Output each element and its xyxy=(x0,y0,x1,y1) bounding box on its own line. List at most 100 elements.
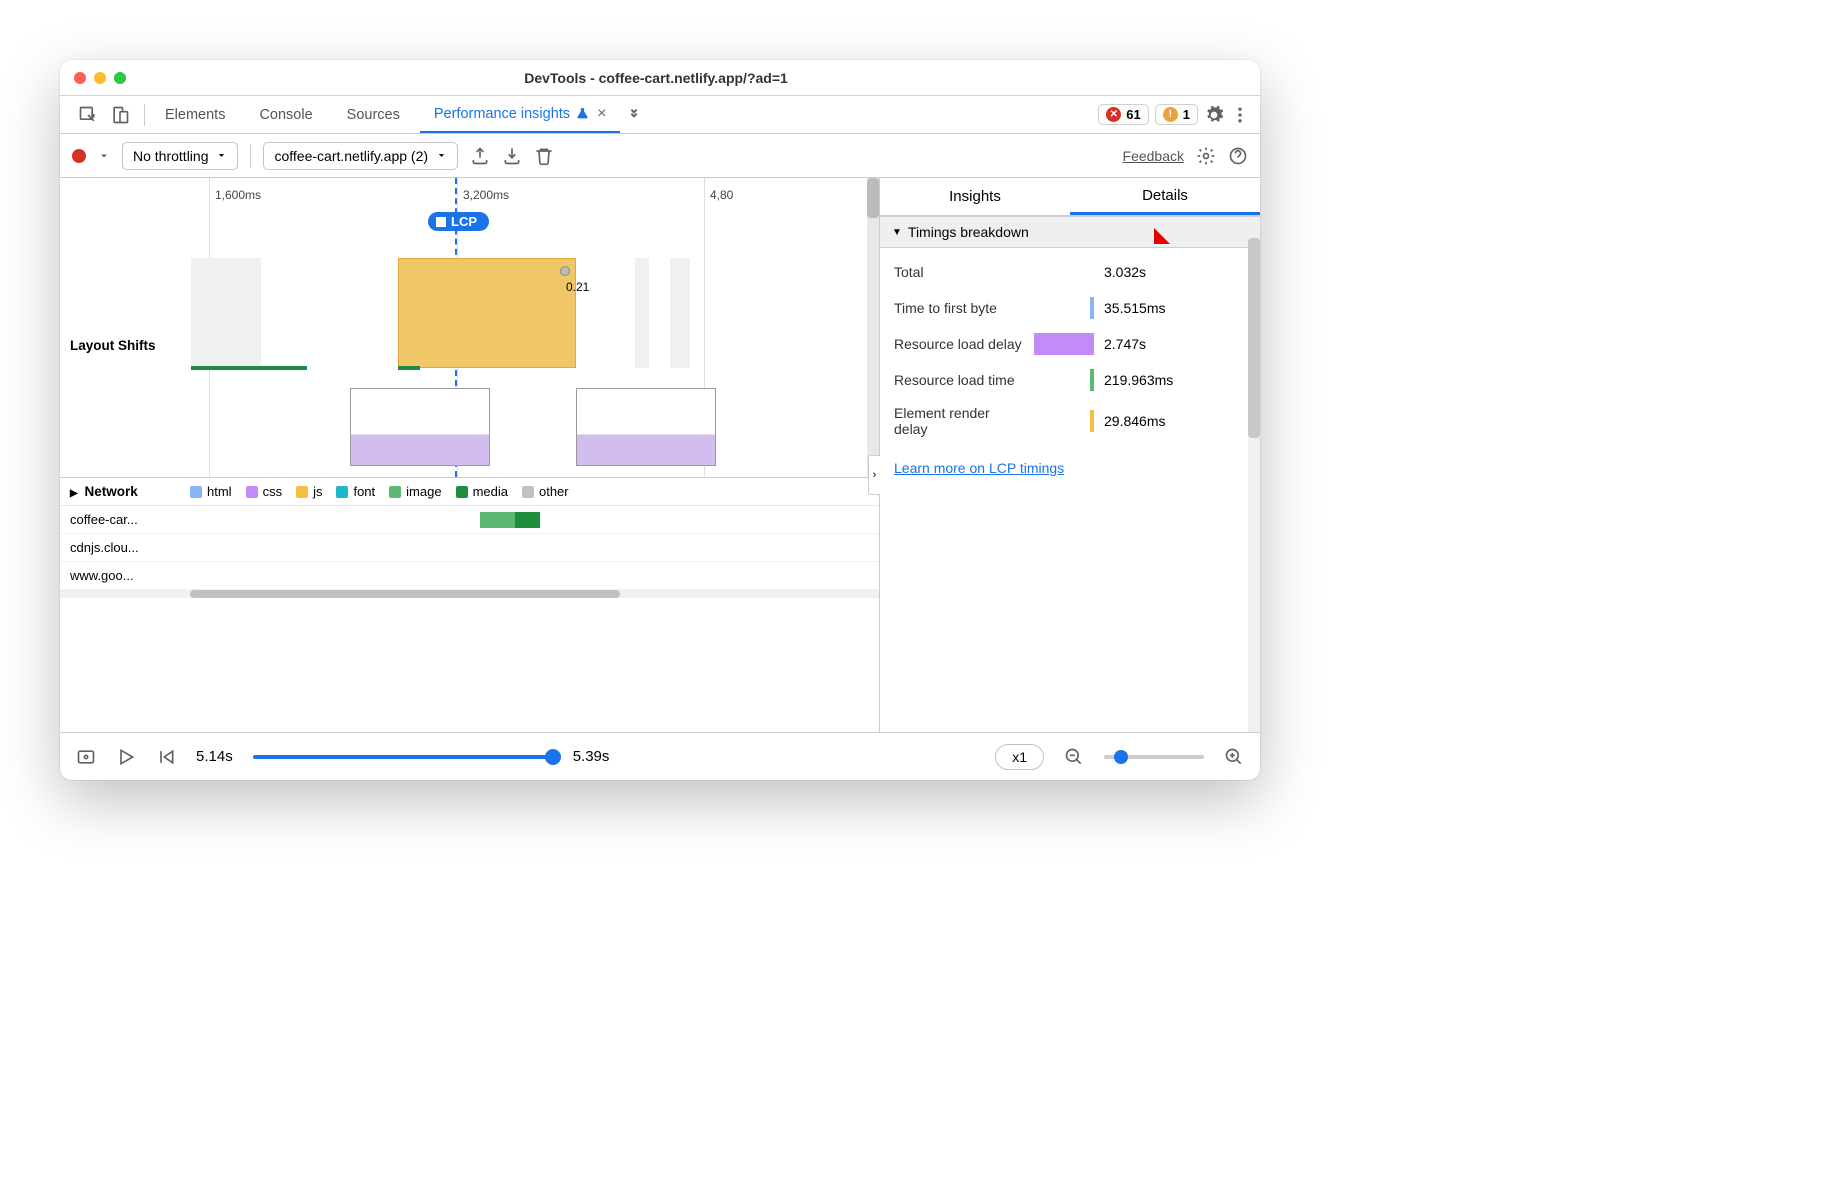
section-title: Timings breakdown xyxy=(908,224,1029,240)
tab-insights[interactable]: Insights xyxy=(880,178,1070,215)
metric-bar xyxy=(1034,410,1094,432)
traffic-lights xyxy=(74,72,126,84)
metric-value: 35.515ms xyxy=(1104,300,1165,316)
timeline-block[interactable] xyxy=(398,258,576,368)
speed-pill[interactable]: x1 xyxy=(995,744,1044,770)
metric-label: Resource load delay xyxy=(894,336,1024,352)
error-count: 61 xyxy=(1126,107,1140,122)
zoom-out-icon[interactable] xyxy=(1064,747,1084,767)
expand-icon: ▶ xyxy=(70,488,78,499)
metrics-list: Total3.032s Time to first byte 35.515ms Res… xyxy=(880,248,1260,450)
collapse-pane-button[interactable]: › xyxy=(868,455,880,495)
metric-value: 2.747s xyxy=(1104,336,1146,352)
more-tabs-icon[interactable] xyxy=(626,105,642,125)
kebab-menu-icon[interactable] xyxy=(1230,105,1250,125)
horizontal-scrollbar[interactable] xyxy=(60,590,879,598)
cls-value: 0.21 xyxy=(566,280,589,294)
metric-label: Time to first byte xyxy=(894,300,1024,316)
record-dropdown-icon[interactable] xyxy=(98,146,110,166)
tab-elements[interactable]: Elements xyxy=(151,96,239,133)
window-title: DevTools - coffee-cart.netlify.app/?ad=1 xyxy=(126,70,1186,86)
warning-badge[interactable]: ! 1 xyxy=(1155,104,1198,125)
screenshot-thumb[interactable] xyxy=(576,388,716,466)
details-vscroll[interactable] xyxy=(1248,238,1260,732)
metric-label: Element render delay xyxy=(894,405,1024,437)
error-icon: ✕ xyxy=(1106,107,1121,122)
metric-row: Element render delay 29.846ms xyxy=(880,398,1260,444)
end-time: 5.39s xyxy=(573,748,610,765)
metric-value: 219.963ms xyxy=(1104,372,1173,388)
stop-icon xyxy=(436,217,446,227)
metric-row: Resource load time219.963ms xyxy=(880,362,1260,398)
details-tabs: Insights Details xyxy=(880,178,1260,216)
tab-console[interactable]: Console xyxy=(245,96,326,133)
screenshot-thumb[interactable] xyxy=(350,388,490,466)
maximize-window-button[interactable] xyxy=(114,72,126,84)
lcp-marker[interactable]: LCP xyxy=(428,212,489,231)
titlebar: DevTools - coffee-cart.netlify.app/?ad=1 xyxy=(60,60,1260,96)
zoom-in-icon[interactable] xyxy=(1224,747,1244,767)
metric-value: 29.846ms xyxy=(1104,413,1165,429)
metric-row: Resource load delay 2.747s xyxy=(880,326,1260,362)
legend-item: image xyxy=(389,484,441,499)
timeline-slider[interactable] xyxy=(253,755,553,759)
preview-icon[interactable] xyxy=(76,747,96,767)
network-row[interactable]: coffee-car... xyxy=(60,506,879,534)
inspect-icon[interactable] xyxy=(78,105,98,125)
tab-sources[interactable]: Sources xyxy=(333,96,414,133)
close-window-button[interactable] xyxy=(74,72,86,84)
delete-icon[interactable] xyxy=(534,146,554,166)
throttling-select[interactable]: No throttling xyxy=(122,142,238,170)
cls-dot[interactable] xyxy=(560,266,570,276)
chevron-down-icon xyxy=(436,150,447,161)
play-icon[interactable] xyxy=(116,747,136,767)
current-time: 5.14s xyxy=(196,748,233,765)
warning-icon: ! xyxy=(1163,107,1178,122)
export-icon[interactable] xyxy=(470,146,490,166)
metric-row: Total3.032s xyxy=(880,254,1260,290)
page-select[interactable]: coffee-cart.netlify.app (2) xyxy=(263,142,458,170)
timeline-block[interactable] xyxy=(635,258,649,368)
device-toggle-icon[interactable] xyxy=(110,105,130,125)
help-icon[interactable] xyxy=(1228,146,1248,166)
settings-icon[interactable] xyxy=(1204,105,1224,125)
page-label: coffee-cart.netlify.app (2) xyxy=(274,148,428,164)
collapse-icon: ▼ xyxy=(892,227,902,238)
throttling-label: No throttling xyxy=(133,148,208,164)
record-button[interactable] xyxy=(72,149,86,163)
metric-bar xyxy=(1034,333,1094,355)
import-icon[interactable] xyxy=(502,146,522,166)
timings-breakdown-header[interactable]: ▼ Timings breakdown xyxy=(880,216,1260,248)
minimize-window-button[interactable] xyxy=(94,72,106,84)
tab-details[interactable]: Details xyxy=(1070,178,1260,215)
timeline-vscroll[interactable] xyxy=(867,178,879,477)
learn-more-link[interactable]: Learn more on LCP timings xyxy=(880,450,1260,486)
layout-shift-bar[interactable] xyxy=(191,366,307,370)
feedback-link[interactable]: Feedback xyxy=(1123,148,1184,164)
layout-shift-bar[interactable] xyxy=(398,366,420,370)
close-tab-icon[interactable]: × xyxy=(597,105,606,123)
network-row[interactable]: cdnjs.clou... xyxy=(60,534,879,562)
time-mark: 3,200ms xyxy=(463,188,509,202)
left-pane: 1,600ms3,200ms4,80 LCP 0.21 Layout Shift… xyxy=(60,178,880,732)
network-legend: htmlcssjsfontimagemediaother xyxy=(190,484,569,499)
legend-item: html xyxy=(190,484,232,499)
network-row[interactable]: www.goo... xyxy=(60,562,879,590)
tab-performance-insights[interactable]: Performance insights × xyxy=(420,96,621,133)
timeline[interactable]: 1,600ms3,200ms4,80 LCP 0.21 Layout Shift… xyxy=(60,178,879,478)
time-mark: 4,80 xyxy=(710,188,733,202)
network-bar[interactable] xyxy=(480,512,515,528)
legend-item: other xyxy=(522,484,569,499)
network-label[interactable]: ▶ Network xyxy=(60,484,190,499)
network-bar[interactable] xyxy=(515,512,540,528)
timeline-block[interactable] xyxy=(670,258,690,368)
legend-item: css xyxy=(246,484,283,499)
metric-bar xyxy=(1034,261,1094,283)
panel-settings-icon[interactable] xyxy=(1196,146,1216,166)
layout-shifts-label: Layout Shifts xyxy=(70,338,180,353)
error-badge[interactable]: ✕ 61 xyxy=(1098,104,1148,125)
network-host: cdnjs.clou... xyxy=(60,540,190,555)
rewind-icon[interactable] xyxy=(156,747,176,767)
zoom-slider[interactable] xyxy=(1104,755,1204,759)
timeline-block[interactable] xyxy=(191,258,261,368)
